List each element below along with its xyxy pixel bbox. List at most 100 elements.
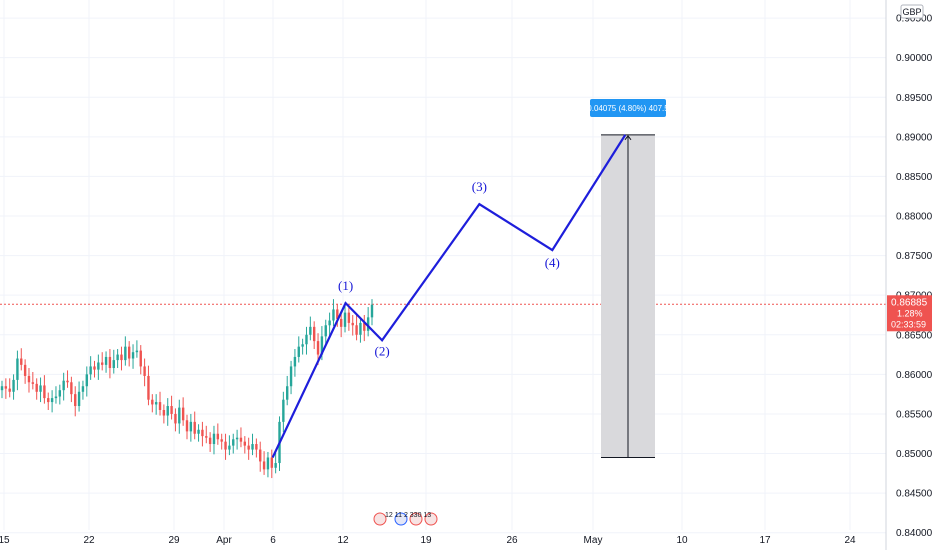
candle-body bbox=[235, 437, 239, 440]
candle-body bbox=[259, 449, 262, 462]
candle-body bbox=[363, 322, 366, 331]
candle-body bbox=[332, 309, 335, 321]
candle-body bbox=[185, 420, 189, 432]
candle-body bbox=[89, 366, 92, 375]
x-tick-label: Apr bbox=[216, 535, 232, 546]
y-tick-label: 0.89500 bbox=[896, 93, 932, 104]
price-axis-bg bbox=[887, 0, 932, 550]
candle-body bbox=[216, 433, 220, 440]
last-price-tag: 0.86885 1.28% 02:33:59 bbox=[887, 295, 932, 332]
candle-body bbox=[359, 322, 362, 335]
x-tick-label: 29 bbox=[168, 535, 180, 546]
candle-body bbox=[297, 346, 300, 357]
candle-body bbox=[8, 388, 11, 392]
wave-labels: (1) (2) (3) (4) bbox=[338, 179, 560, 358]
candle-body bbox=[93, 366, 96, 370]
currency-badge[interactable]: GBP bbox=[900, 4, 924, 19]
candle-body bbox=[151, 399, 154, 405]
measure-label-bg bbox=[590, 99, 666, 117]
x-tick-label: 10 bbox=[676, 535, 688, 546]
candle-body bbox=[347, 312, 351, 323]
wave-point-label: (4) bbox=[545, 255, 560, 270]
y-tick-label: 0.85500 bbox=[896, 409, 932, 420]
x-tick-label: 6 bbox=[270, 535, 276, 546]
candle-body bbox=[112, 360, 115, 369]
candles bbox=[0, 299, 374, 479]
candle-body bbox=[193, 421, 196, 434]
candle-body bbox=[328, 320, 331, 326]
y-tick-label: 0.88500 bbox=[896, 172, 932, 183]
event-flag-icon[interactable] bbox=[424, 512, 438, 526]
candle-body bbox=[262, 461, 266, 470]
candle-body bbox=[336, 309, 339, 319]
x-tick-label: 12 bbox=[337, 535, 349, 546]
candle-body bbox=[81, 386, 85, 392]
candle-body bbox=[43, 385, 46, 399]
candle-body bbox=[270, 457, 273, 468]
x-axis[interactable]: 15 22 29 Apr 6 12 19 26 May 10 17 24 bbox=[0, 535, 856, 546]
event-flag-icon[interactable] bbox=[373, 512, 387, 526]
candle-body bbox=[174, 413, 177, 424]
y-tick-label: 0.84000 bbox=[896, 528, 932, 539]
candle-body bbox=[343, 312, 347, 327]
events-strip[interactable]: 12 11 2 330 13 bbox=[373, 512, 438, 526]
candle-body bbox=[224, 441, 227, 450]
candle-body bbox=[127, 346, 131, 359]
wave-point-label: (2) bbox=[374, 343, 389, 358]
currency-label: GBP bbox=[902, 7, 921, 17]
candle-body bbox=[66, 380, 69, 383]
candle-body bbox=[74, 394, 77, 407]
price-tag-price: 0.86885 bbox=[891, 297, 928, 308]
y-tick-label: 0.88000 bbox=[896, 212, 932, 223]
candle-body bbox=[189, 421, 193, 432]
candle-body bbox=[54, 396, 58, 399]
price-tag-change: 1.28% bbox=[897, 308, 923, 318]
candle-body bbox=[97, 362, 100, 370]
candle-body bbox=[293, 356, 297, 367]
candle-body bbox=[305, 334, 308, 345]
elliott-wave-line[interactable] bbox=[271, 134, 627, 458]
y-tick-label: 0.84500 bbox=[896, 489, 932, 500]
y-tick-label: 0.90500 bbox=[896, 14, 932, 25]
candle-body bbox=[50, 398, 54, 403]
wave-point-label: (3) bbox=[472, 179, 487, 194]
candle-body bbox=[316, 341, 320, 355]
candle-body bbox=[178, 407, 181, 424]
candle-body bbox=[120, 354, 123, 361]
events-text: 12 11 2 330 13 bbox=[385, 512, 431, 519]
price-tag-countdown: 02:33:59 bbox=[891, 319, 926, 329]
candle-body bbox=[158, 402, 162, 410]
event-flag-icon[interactable] bbox=[409, 512, 423, 526]
measure-label-text: 0.04075 (4.80%) 407.5 bbox=[587, 104, 669, 113]
measure-arrowhead bbox=[624, 135, 632, 141]
grid bbox=[0, 0, 886, 534]
candle-body bbox=[181, 407, 185, 421]
event-flag-icon[interactable] bbox=[394, 512, 408, 526]
wave-point-label: (1) bbox=[338, 278, 353, 293]
candle-body bbox=[135, 350, 139, 353]
y-tick-label: 0.86000 bbox=[896, 370, 932, 381]
candle-body bbox=[197, 429, 200, 434]
y-tick-label: 0.87500 bbox=[896, 251, 932, 262]
candle-body bbox=[239, 437, 243, 442]
candle-body bbox=[147, 375, 150, 400]
candle-body bbox=[170, 406, 173, 414]
candle-body bbox=[282, 399, 285, 422]
candle-body bbox=[154, 402, 158, 405]
candle-body bbox=[4, 386, 8, 389]
y-tick-label: 0.86500 bbox=[896, 330, 932, 341]
candle-body bbox=[351, 322, 354, 326]
y-tick-label: 0.85000 bbox=[896, 449, 932, 460]
candle-body bbox=[205, 436, 208, 438]
candle-body bbox=[104, 356, 108, 365]
x-tick-label: 26 bbox=[506, 535, 518, 546]
x-tick-label: 22 bbox=[83, 535, 95, 546]
candle-body bbox=[220, 439, 223, 442]
candle-body bbox=[162, 409, 166, 416]
candle-body bbox=[20, 358, 23, 365]
candle-body bbox=[366, 317, 370, 331]
candle-body bbox=[243, 441, 247, 446]
price-tag-bg bbox=[887, 295, 932, 332]
